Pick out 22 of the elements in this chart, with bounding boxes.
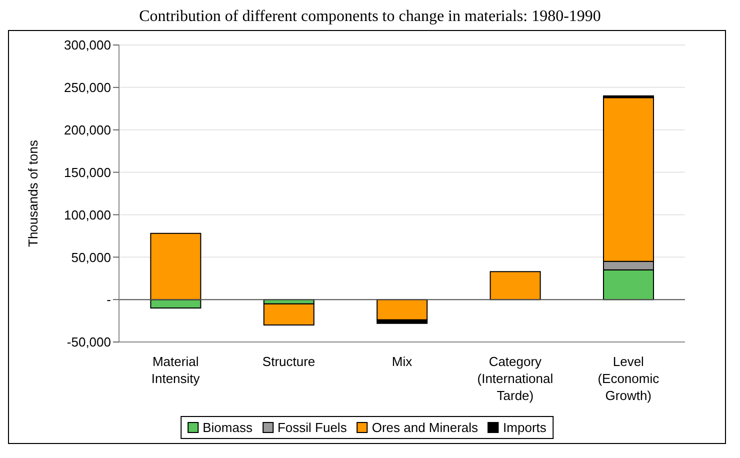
- bar: [490, 271, 541, 300]
- bar: [263, 303, 314, 326]
- x-tick-label: Mix: [392, 354, 413, 369]
- legend-label: Ores and Minerals: [370, 420, 478, 435]
- x-tick-label: Material Intensity: [151, 354, 200, 386]
- y-tick-label: 200,000: [64, 122, 111, 138]
- y-axis-title: Thousands of tons: [26, 140, 41, 247]
- x-tick-label: Category (International Tarde): [477, 354, 554, 403]
- legend-label: Biomass: [202, 420, 252, 435]
- y-tick-label: 250,000: [64, 80, 111, 96]
- legend-label: Imports: [502, 420, 546, 435]
- y-tick-label: 300,000: [64, 38, 111, 53]
- legend-label: Fossil Fuels: [276, 420, 347, 435]
- y-tick-label: 150,000: [64, 164, 111, 180]
- y-tick-label: 100,000: [64, 207, 111, 222]
- x-tick-label: Structure: [262, 354, 316, 369]
- x-tick-label: Level (Economic Growth): [598, 354, 660, 403]
- bar: [376, 299, 428, 320]
- y-tick-label: -50,000: [66, 334, 111, 350]
- y-tick-label: -: [106, 292, 111, 308]
- chart-title: Contribution of different components to change in materials: 1980-1990: [138, 8, 602, 27]
- y-tick-label: 50,000: [71, 250, 111, 265]
